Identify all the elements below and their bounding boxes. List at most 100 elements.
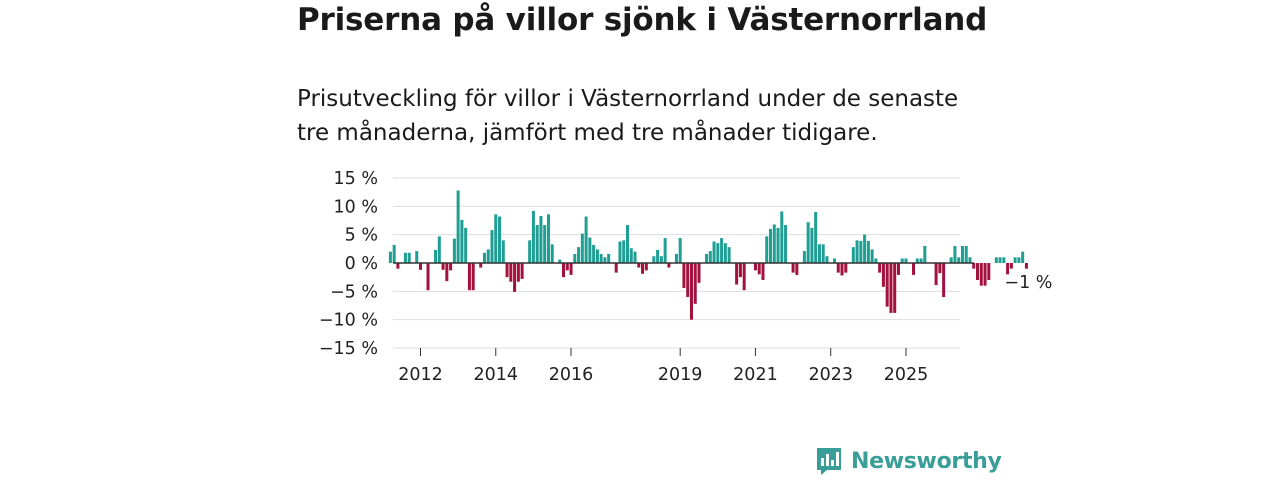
bar-positive (482, 252, 486, 263)
bar-negative (418, 263, 422, 270)
bar-negative (1024, 263, 1028, 269)
bar-positive (708, 251, 712, 263)
bar-positive (1002, 257, 1006, 263)
bar-positive (501, 240, 505, 263)
bar-positive (851, 247, 855, 263)
bar-positive (584, 216, 588, 263)
bar-positive (874, 258, 878, 263)
bar-negative (520, 263, 524, 279)
bar-positive (904, 258, 908, 263)
bar-positive (802, 251, 806, 263)
y-tick-label: 15 % (334, 169, 378, 189)
bar-positive (607, 253, 611, 263)
bar-positive (866, 240, 870, 263)
bar-positive (964, 246, 968, 263)
newsworthy-chart-icon (817, 448, 841, 475)
bar-negative (667, 263, 671, 268)
bar-positive (859, 240, 863, 263)
bar-positive (622, 240, 626, 263)
bar-negative (565, 263, 569, 271)
bar-positive (772, 224, 776, 263)
bar-positive (855, 240, 859, 263)
bar-negative (644, 263, 648, 271)
bar-positive (810, 227, 814, 263)
bar-negative (693, 263, 697, 304)
bar-negative (742, 263, 746, 291)
bar-positive (960, 246, 964, 263)
bar-negative (569, 263, 573, 275)
y-tick-label: −15 % (319, 339, 378, 359)
bar-positive (592, 244, 596, 263)
bar-positive (531, 210, 535, 263)
bar-negative (471, 263, 475, 291)
bar-positive (780, 211, 784, 263)
bar-negative (735, 263, 739, 285)
x-tick-label: 2012 (398, 365, 443, 385)
bar-positive (968, 257, 972, 263)
bar-positive (407, 252, 411, 263)
bar-positive (817, 244, 821, 263)
bar-negative (889, 263, 893, 313)
bar-positive (633, 251, 637, 263)
logo-text: Newsworthy (851, 448, 1002, 474)
bar-positive (490, 230, 494, 263)
last-value-label: −1 % (1004, 273, 1052, 293)
bar-positive (629, 248, 633, 263)
x-tick-label: 2016 (549, 365, 594, 385)
bar-positive (1017, 257, 1021, 263)
bar-positive (528, 240, 532, 263)
bar-positive (550, 244, 554, 263)
bar-positive (652, 256, 656, 263)
bar-positive (618, 241, 622, 263)
bar-negative (896, 263, 900, 275)
bar-negative (479, 263, 483, 268)
bar-positive (392, 244, 396, 263)
bar-positive (923, 246, 927, 263)
bar-negative (614, 263, 618, 273)
bar-negative (505, 263, 509, 278)
bar-negative (689, 263, 693, 320)
bar-negative (791, 263, 795, 273)
annotations: −1 % (1004, 273, 1052, 293)
bar-positive (498, 216, 502, 263)
bar-positive (580, 233, 584, 263)
bar-positive (674, 253, 678, 263)
bar-negative (942, 263, 946, 297)
bar-negative (637, 263, 641, 268)
bar-positive (494, 214, 498, 263)
bar-negative (1006, 263, 1010, 275)
bar-positive (456, 190, 460, 263)
bar-positive (806, 222, 810, 263)
bar-positive (546, 214, 550, 263)
bar-negative (893, 263, 897, 313)
y-tick-label: 10 % (334, 197, 378, 217)
bar-positive (625, 225, 629, 263)
x-tick-label: 2021 (733, 365, 778, 385)
bar-positive (558, 259, 562, 263)
bar-negative (934, 263, 938, 286)
bar-negative (983, 263, 987, 286)
bar-positive (1013, 257, 1017, 263)
bar-positive (814, 212, 818, 263)
bar-negative (840, 263, 844, 276)
bar-negative (641, 263, 645, 274)
bar-negative (878, 263, 882, 273)
bar-negative (1009, 263, 1013, 269)
bar-positive (599, 253, 603, 263)
bar-positive (452, 238, 456, 263)
bar-positive (832, 258, 836, 263)
bar-negative (753, 263, 757, 271)
bar-negative (426, 263, 430, 291)
bar-positive (705, 253, 709, 263)
bar-negative (396, 263, 400, 269)
newsworthy-logo[interactable]: Newsworthy (815, 446, 1002, 476)
bar-positive (900, 258, 904, 263)
bar-negative (761, 263, 765, 280)
bar-positive (863, 234, 867, 263)
bar-negative (513, 263, 517, 292)
bar-negative (449, 263, 453, 271)
bar-positive (915, 258, 919, 263)
bar-negative (467, 263, 471, 291)
bar-positive (716, 243, 720, 263)
